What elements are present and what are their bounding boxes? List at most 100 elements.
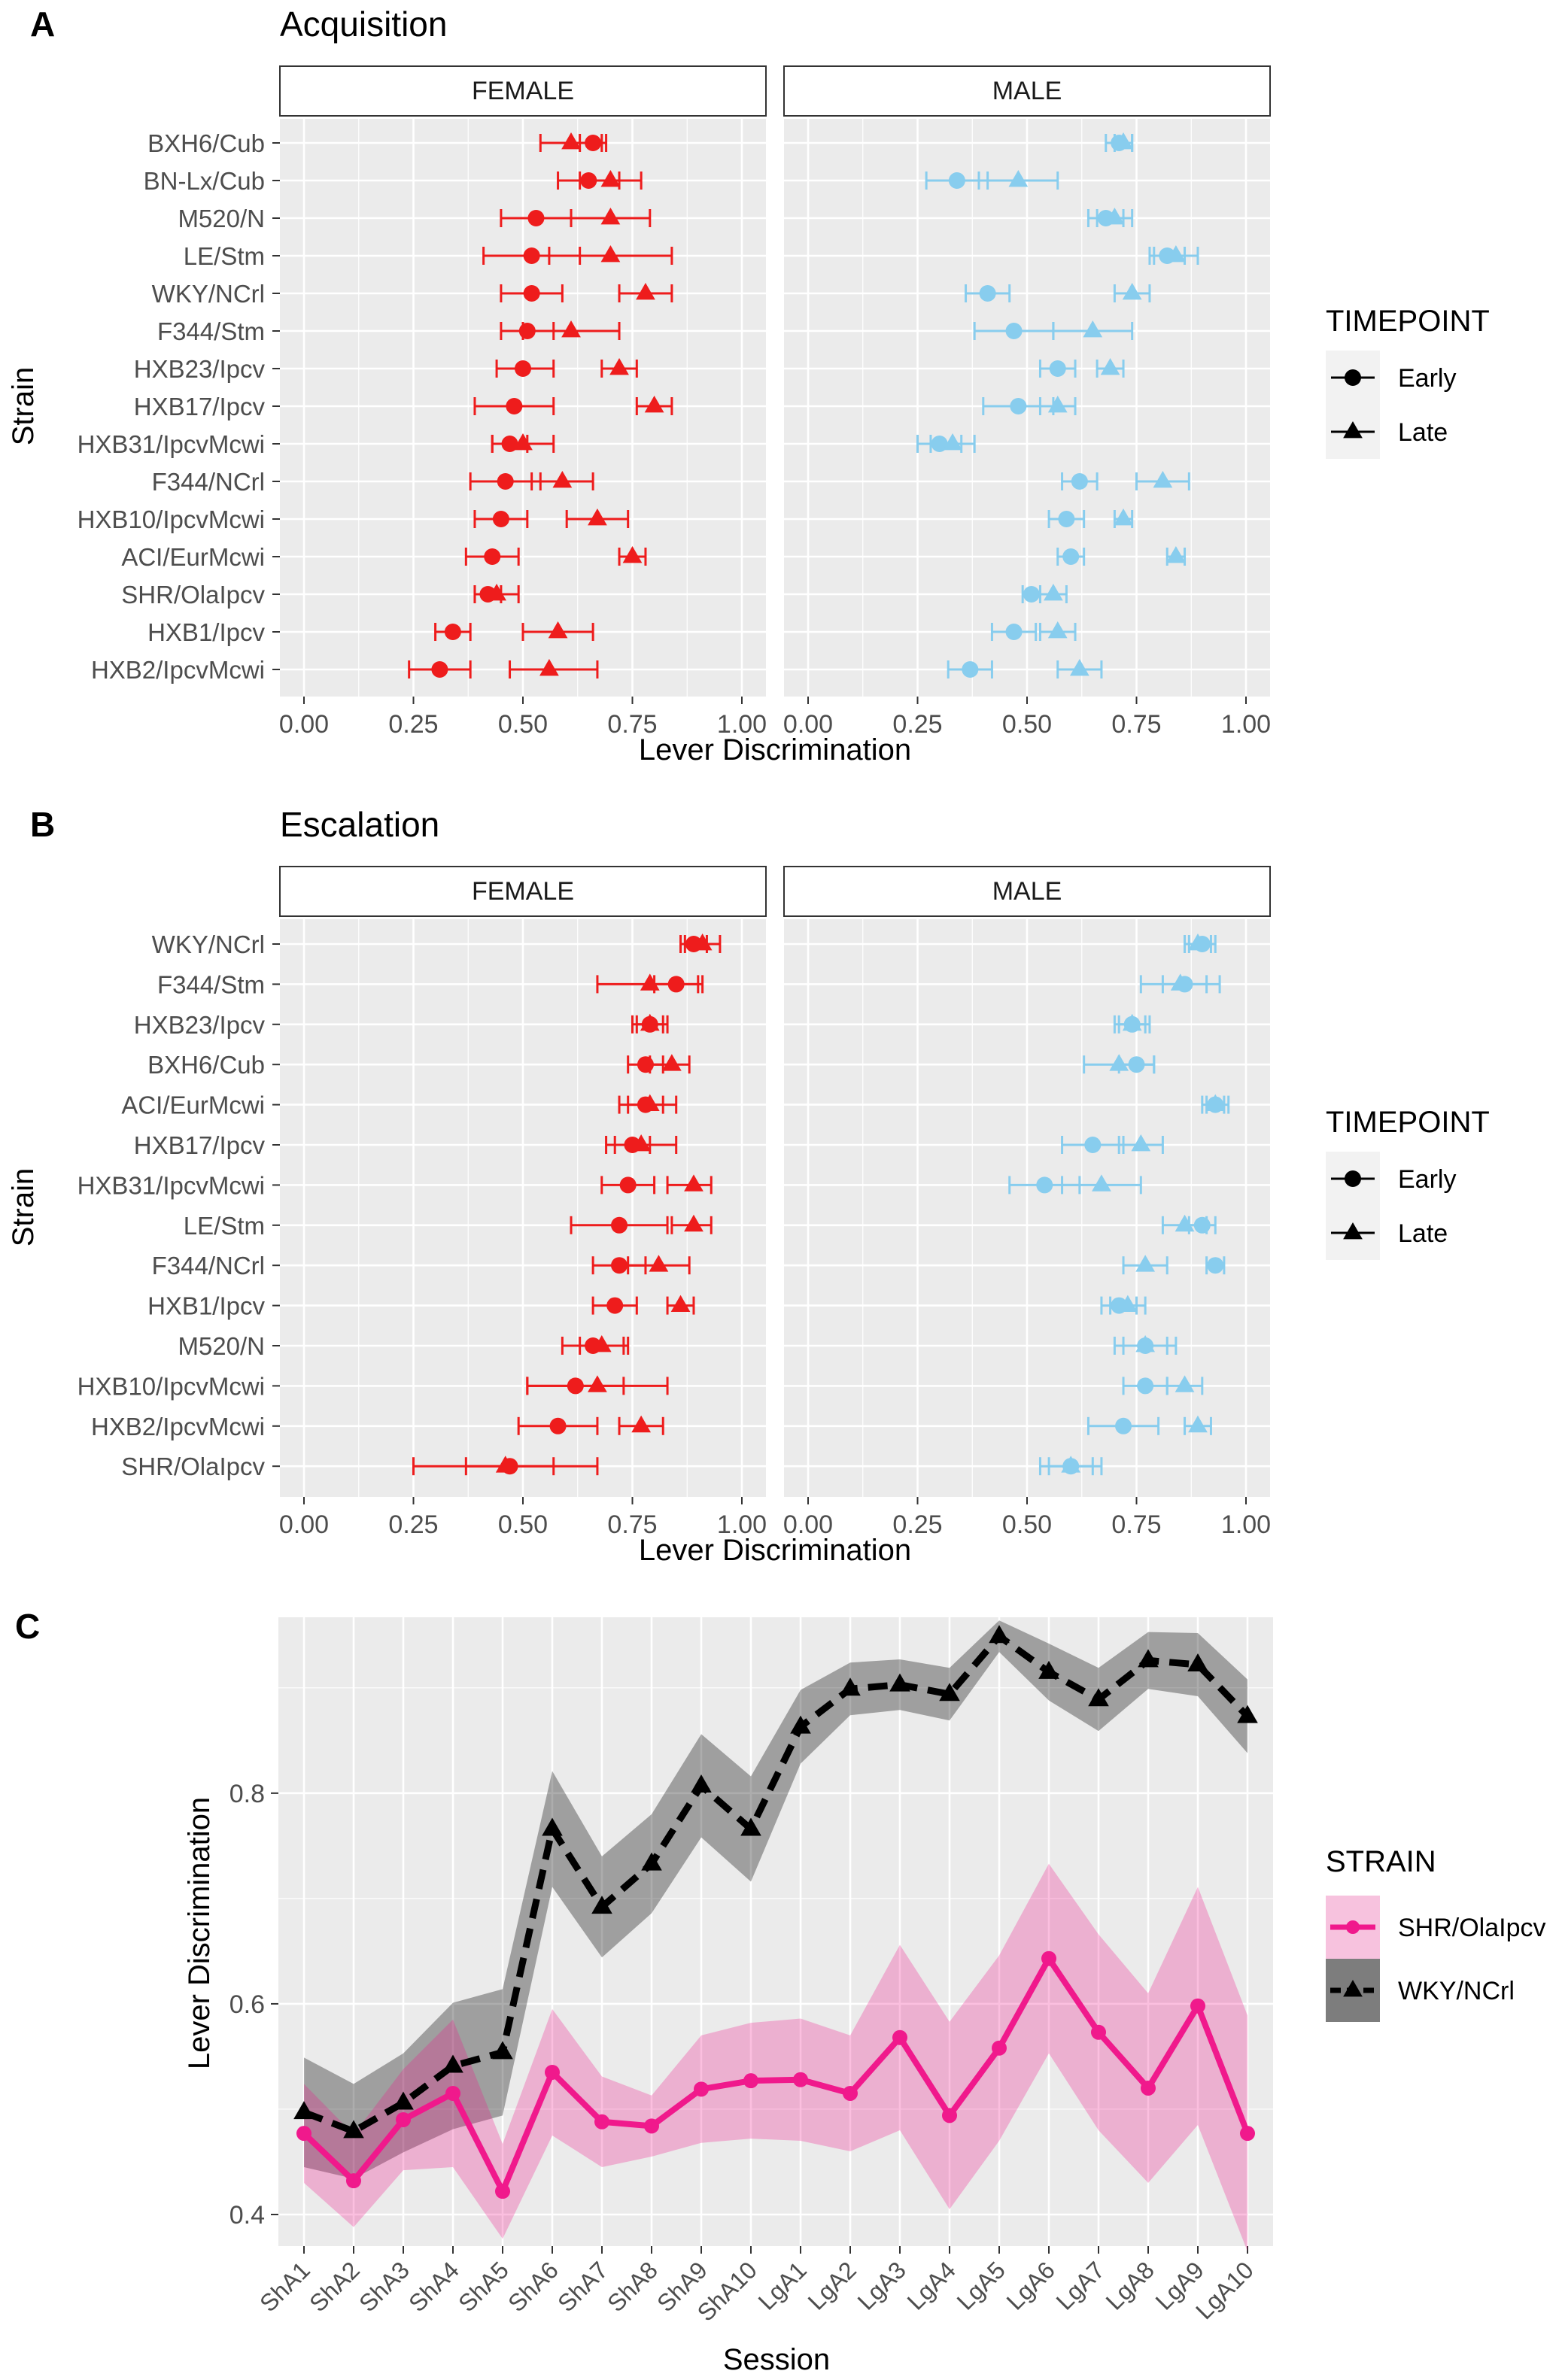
y-tick-label: HXB17/Ipcv — [134, 1131, 266, 1159]
data-point-shr — [1190, 1998, 1205, 2014]
panel-label: A — [30, 5, 55, 44]
data-point-late — [1092, 1174, 1111, 1192]
data-point-wky — [343, 2120, 364, 2139]
data-point-shr — [694, 2081, 709, 2097]
y-tick-label: HXB31/IpcvMcwi — [77, 1171, 265, 1199]
data-point-late — [548, 621, 568, 639]
ribbon-shr-olaipcv — [304, 1863, 1247, 2252]
y-tick-label: SHR/OlaIpcv — [121, 1453, 265, 1480]
data-point-early — [611, 1257, 628, 1274]
y-tick-label: F344/Stm — [157, 317, 265, 345]
data-point-late — [684, 1174, 704, 1192]
data-point-late — [943, 433, 962, 451]
data-point-shr — [445, 2085, 460, 2101]
y-tick-label: F344/NCrl — [152, 468, 265, 496]
y-tick-label: M520/N — [178, 205, 265, 232]
legend-title: TIMEPOINT — [1326, 305, 1490, 338]
facet-label: MALE — [992, 77, 1062, 105]
data-point-shr — [892, 2029, 907, 2045]
x-tick-label: 0.25 — [892, 710, 942, 739]
x-tick-label: ShA4 — [403, 2256, 464, 2317]
data-point-late — [591, 1335, 612, 1352]
legend: TIMEPOINT Early Late — [1326, 1106, 1490, 1260]
series-line-shr-olaipcv — [302, 1955, 1251, 2195]
panel-c: C 0.4 0.6 0.8 ShA1ShA2ShA3ShA4ShA5ShA6ShA7Sh… — [15, 1607, 1546, 2376]
data-point-shr — [1041, 1950, 1056, 1966]
x-axis-title: Lever Discrimination — [639, 1534, 911, 1567]
data-point-late — [588, 508, 607, 526]
x-axis-title: Lever Discrimination — [639, 733, 911, 767]
legend: STRAIN SHR/OlaIpcv WKY/NCrl — [1326, 1845, 1546, 2022]
y-tick-label: LE/Stm — [184, 1212, 265, 1240]
data-point-shr — [793, 2072, 808, 2087]
data-point-late — [1114, 508, 1133, 526]
data-point-late — [640, 1094, 660, 1111]
x-tick-label: 1.00 — [1221, 710, 1271, 739]
x-tick-label: 0.25 — [388, 710, 438, 739]
facet-label: MALE — [992, 877, 1062, 906]
legend-label: Late — [1398, 1219, 1448, 1248]
x-tick-label: LgA5 — [952, 2256, 1010, 2315]
x-tick-label: 0.50 — [1002, 1510, 1052, 1539]
y-tick-label: HXB1/Ipcv — [147, 1292, 265, 1320]
data-point-early — [1062, 548, 1080, 565]
data-point-shr — [644, 2118, 659, 2134]
data-point-early — [1137, 1377, 1154, 1395]
data-point-late — [1047, 621, 1068, 639]
data-point-shr — [545, 2064, 560, 2080]
data-point-early — [619, 1176, 637, 1194]
data-point-early — [1049, 360, 1066, 377]
y-tick-label: M520/N — [178, 1332, 265, 1360]
legend-title: TIMEPOINT — [1326, 1106, 1490, 1139]
data-point-late — [600, 245, 621, 263]
data-point-late — [561, 320, 581, 338]
facet-strip — [783, 65, 1271, 117]
data-point-shr — [495, 2184, 510, 2199]
facet-label: FEMALE — [472, 77, 574, 105]
x-tick-label: 0.25 — [388, 1510, 438, 1539]
facet-strip — [279, 65, 767, 117]
facet-male: MALE 0.00 0.25 0.50 0.75 1.00 — [783, 65, 1271, 739]
y-tick-label: HXB31/IpcvMcwi — [77, 430, 265, 458]
legend-key-triangle — [1343, 1980, 1363, 1997]
x-tick-label: 0.75 — [607, 1510, 657, 1539]
x-tick-label: 0.25 — [892, 1510, 942, 1539]
y-tick-label: 0.6 — [229, 1990, 265, 2019]
legend-key-circle — [1345, 1170, 1361, 1187]
legend-label: SHR/OlaIpcv — [1398, 1914, 1546, 1942]
x-tick-label: 0.00 — [783, 1510, 833, 1539]
x-tick-label: ShA8 — [602, 2256, 663, 2317]
data-point-late — [1044, 584, 1063, 601]
data-point-late — [1188, 933, 1208, 951]
data-point-late — [1083, 320, 1103, 338]
data-point-late — [561, 132, 581, 150]
legend-key-circle — [1345, 369, 1361, 386]
y-tick-label: HXB17/Ipcv — [134, 393, 266, 420]
data-point-late — [631, 1134, 652, 1152]
x-tick-label: 0.75 — [1111, 1510, 1161, 1539]
data-point-wky — [740, 1817, 761, 1836]
data-point-shr — [1141, 2080, 1156, 2096]
y-axis-title: Strain — [7, 1168, 40, 1247]
data-point-wky — [840, 1677, 861, 1696]
data-point-late — [649, 1255, 669, 1272]
data-point-wky — [591, 1896, 612, 1914]
x-tick-label: LgA2 — [803, 2256, 862, 2315]
data-point-late — [600, 170, 621, 187]
data-point-late — [1117, 1295, 1138, 1312]
x-tick-label: 0.75 — [607, 710, 657, 739]
x-tick-label: 0.00 — [279, 1510, 329, 1539]
data-point-late — [670, 1295, 691, 1312]
data-point-shr — [843, 2085, 858, 2101]
legend-key-circle — [1346, 1920, 1360, 1934]
x-tick-label: LgA1 — [753, 2256, 812, 2315]
data-point-early — [484, 548, 501, 565]
data-point-late — [600, 208, 621, 225]
y-tick-label: HXB2/IpcvMcwi — [91, 656, 265, 684]
y-axis-title: Lever Discrimination — [183, 1797, 216, 2069]
data-point-late — [644, 396, 664, 413]
data-point-early — [515, 360, 531, 377]
data-point-late — [1135, 1255, 1156, 1272]
